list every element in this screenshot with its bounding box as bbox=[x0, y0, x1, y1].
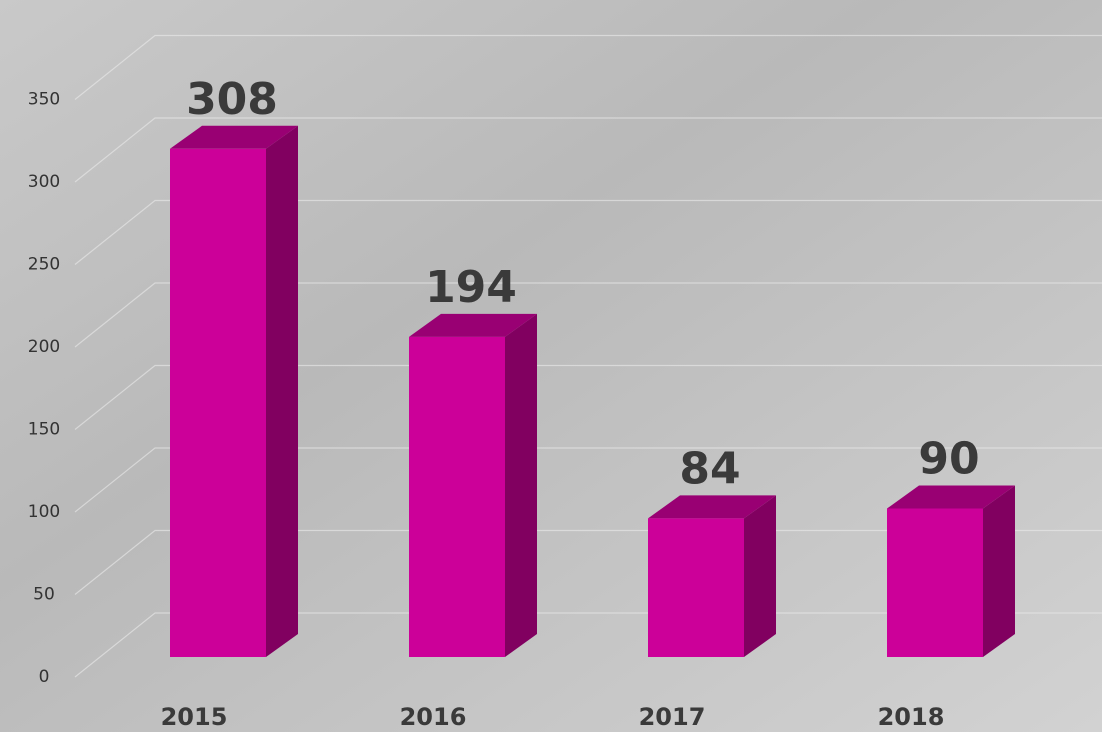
bar-side bbox=[744, 495, 776, 657]
x-tick-label: 2018 bbox=[878, 703, 945, 731]
value-label: 308 bbox=[186, 74, 278, 125]
value-label: 90 bbox=[918, 434, 979, 485]
y-tick-label: 250 bbox=[28, 255, 60, 275]
bar-side bbox=[266, 126, 298, 657]
y-tick-label: 100 bbox=[28, 502, 60, 522]
x-tick-label: 2017 bbox=[639, 703, 706, 731]
y-tick-label: 150 bbox=[28, 420, 60, 440]
x-tick-label: 2016 bbox=[400, 703, 467, 731]
bar bbox=[409, 337, 505, 657]
value-label: 194 bbox=[425, 262, 517, 313]
x-tick-label: 2015 bbox=[161, 703, 228, 731]
y-tick-label: 0 bbox=[39, 667, 50, 687]
bar-side bbox=[983, 486, 1015, 658]
y-tick-label: 50 bbox=[33, 585, 55, 605]
bar bbox=[170, 149, 266, 657]
bar bbox=[887, 509, 983, 658]
bar bbox=[648, 518, 744, 657]
value-label: 84 bbox=[679, 443, 740, 494]
chart: 0 50 100 150 200 250 300 350 2015 308 2016 194 2017 8… bbox=[0, 0, 1102, 732]
y-tick-label: 300 bbox=[28, 172, 60, 192]
bar-side bbox=[505, 314, 537, 657]
y-tick-label: 200 bbox=[28, 337, 60, 357]
y-tick-label: 350 bbox=[28, 90, 60, 110]
